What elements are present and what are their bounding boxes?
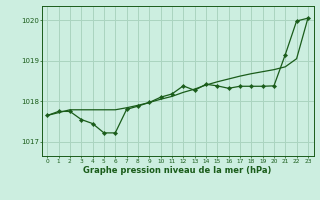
X-axis label: Graphe pression niveau de la mer (hPa): Graphe pression niveau de la mer (hPa) bbox=[84, 166, 272, 175]
